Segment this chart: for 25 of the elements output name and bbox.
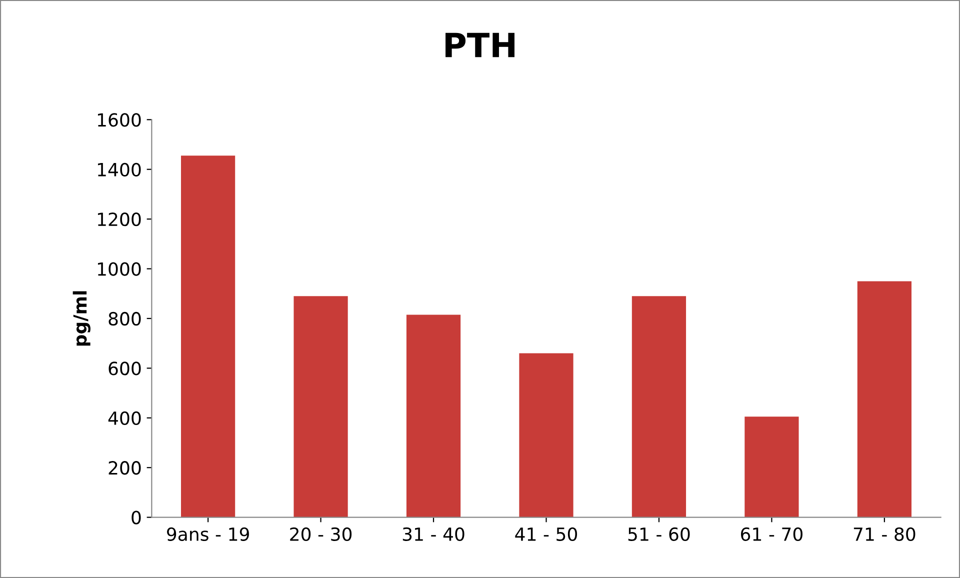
bar <box>744 416 799 518</box>
x-tick-label: 61 - 70 <box>740 527 802 542</box>
y-tick-label: 400 <box>108 411 141 426</box>
x-tick-label: 20 - 30 <box>290 527 352 542</box>
y-tick-label: 800 <box>108 312 141 326</box>
bar <box>519 353 574 518</box>
y-axis-title: pg/ml <box>72 291 90 346</box>
x-tick-label: 51 - 60 <box>628 527 690 542</box>
x-tick-label: 9ans - 19 <box>167 527 249 542</box>
y-tick-label: 600 <box>108 362 141 376</box>
y-tick-label: 1200 <box>98 212 141 226</box>
bar <box>857 281 912 518</box>
y-tick-label: 1400 <box>98 162 141 176</box>
y-tick-label: 1000 <box>98 262 141 276</box>
bar <box>180 156 236 518</box>
bar <box>632 296 686 518</box>
bar <box>406 314 461 518</box>
x-tick-label: 41 - 50 <box>515 527 578 542</box>
x-tick-label: 31 - 40 <box>402 527 464 542</box>
x-tick-label: 71 - 80 <box>854 527 916 542</box>
bar <box>294 296 348 518</box>
chart-title: PTH <box>446 32 514 58</box>
y-tick-label: 1600 <box>98 113 141 127</box>
y-tick-label: 0 <box>132 510 141 524</box>
y-tick-label: 200 <box>108 461 141 475</box>
